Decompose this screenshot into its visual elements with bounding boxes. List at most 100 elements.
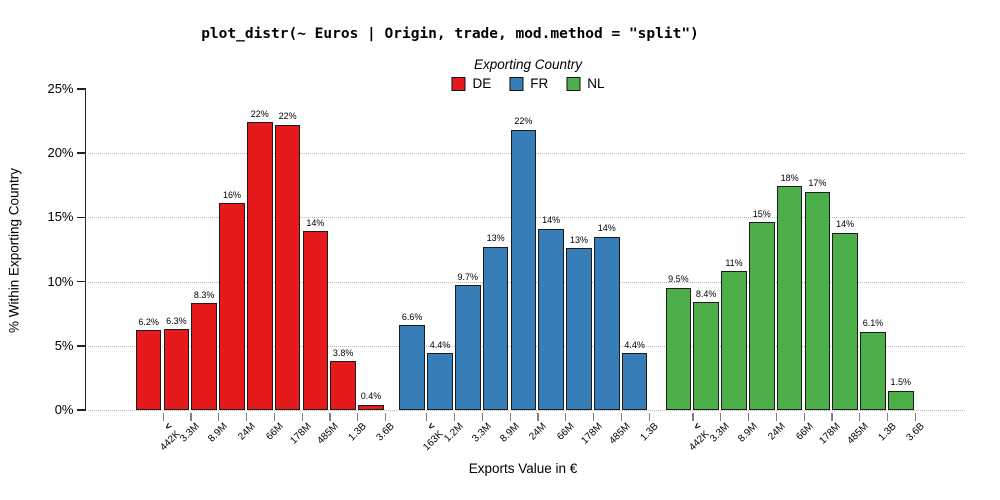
bar-value-label-NL-7: 14% bbox=[836, 219, 855, 230]
x-axis-tick-DE-4 bbox=[245, 413, 248, 421]
bar-NL-6 bbox=[804, 191, 831, 410]
legend-item-DE: DE bbox=[451, 76, 491, 91]
x-axis-tick-FR-7 bbox=[592, 413, 595, 421]
less-than-symbol: < bbox=[425, 421, 438, 433]
bar-NL-2 bbox=[693, 302, 720, 410]
bar-value-label-NL-1: 9.5% bbox=[668, 274, 689, 285]
bar-FR-4 bbox=[482, 246, 509, 410]
x-axis-tick-FR-9 bbox=[648, 413, 650, 421]
y-tick-label-0%: 0% bbox=[54, 402, 74, 417]
less-than-symbol: < bbox=[692, 421, 705, 433]
bar-DE-4 bbox=[219, 203, 245, 410]
y-axis-line bbox=[84, 87, 86, 411]
y-axis-tick-5% bbox=[76, 345, 85, 347]
bar-FR-7 bbox=[566, 248, 592, 410]
x-axis-tick-DE-9 bbox=[384, 413, 387, 421]
y-axis-tick-20% bbox=[76, 152, 85, 154]
bar-value-label-DE-2: 6.3% bbox=[166, 315, 187, 326]
bar-FR-5 bbox=[510, 129, 537, 410]
bar-DE-3 bbox=[191, 303, 218, 410]
bar-value-label-DE-1: 6.2% bbox=[138, 316, 159, 327]
x-axis-tick-NL-1 bbox=[692, 413, 694, 421]
bar-value-label-DE-8: 3.8% bbox=[332, 347, 354, 358]
bar-value-label-NL-9: 1.5% bbox=[890, 377, 912, 388]
legend-swatch-NL bbox=[566, 76, 581, 91]
x-axis-tick-FR-1 bbox=[426, 413, 428, 421]
bar-value-label-NL-3: 11% bbox=[725, 257, 743, 268]
x-axis-tick-DE-2 bbox=[190, 413, 192, 421]
bar-value-label-FR-5: 22% bbox=[514, 116, 533, 127]
bar-value-label-FR-7: 13% bbox=[569, 234, 588, 245]
gridline-0pct bbox=[88, 410, 965, 411]
bar-NL-1 bbox=[665, 287, 692, 410]
bar-value-label-DE-9: 0.4% bbox=[360, 391, 382, 402]
y-axis-tick-15% bbox=[76, 216, 85, 218]
x-axis-tick-DE-3 bbox=[218, 413, 220, 421]
y-axis-tick-10% bbox=[76, 280, 85, 283]
bar-NL-8 bbox=[860, 331, 886, 410]
x-axis-tick-FR-3 bbox=[481, 413, 484, 421]
x-axis-tick-FR-8 bbox=[620, 413, 623, 421]
x-axis-tick-DE-6 bbox=[301, 413, 303, 421]
bar-NL-3 bbox=[721, 271, 747, 410]
bar-DE-9 bbox=[358, 404, 384, 410]
legend-items: DE FR NL bbox=[451, 76, 605, 91]
bar-FR-6 bbox=[538, 228, 565, 410]
x-axis-tick-DE-7 bbox=[329, 413, 331, 421]
bar-value-label-FR-2: 4.4% bbox=[429, 339, 451, 350]
bar-value-label-FR-4: 13% bbox=[486, 233, 505, 244]
x-axis-tick-FR-6 bbox=[565, 413, 567, 421]
y-axis-title: % Within Exporting Country bbox=[6, 167, 22, 334]
legend-swatch-FR bbox=[509, 76, 524, 91]
less-than-symbol: < bbox=[162, 421, 175, 433]
legend-title: Exporting Country bbox=[473, 57, 583, 72]
x-axis-tick-NL-4 bbox=[775, 413, 778, 421]
bar-value-label-FR-9: 4.4% bbox=[624, 339, 645, 350]
bar-value-label-DE-6: 22% bbox=[278, 111, 297, 122]
bar-value-label-DE-5: 22% bbox=[250, 108, 269, 119]
y-tick-label-15%: 15% bbox=[47, 209, 74, 225]
x-axis-tick-NL-9 bbox=[914, 413, 917, 421]
y-tick-label-25%: 25% bbox=[47, 80, 74, 96]
bar-FR-8 bbox=[593, 236, 620, 410]
legend-label-DE: DE bbox=[472, 76, 492, 91]
x-axis-tick-NL-2 bbox=[720, 413, 722, 421]
bar-NL-4 bbox=[748, 222, 775, 410]
bar-value-label-FR-8: 14% bbox=[597, 223, 616, 234]
x-axis-tick-NL-3 bbox=[747, 413, 750, 421]
x-axis-tick-FR-5 bbox=[537, 413, 539, 421]
bar-value-label-FR-3: 9.7% bbox=[457, 271, 479, 282]
bar-value-label-DE-3: 8.3% bbox=[193, 289, 215, 300]
x-axis-title: Exports Value in € bbox=[468, 461, 578, 476]
x-axis-tick-FR-4 bbox=[509, 413, 511, 421]
bar-DE-5 bbox=[246, 122, 273, 410]
bar-FR-2 bbox=[427, 353, 453, 410]
bar-DE-1 bbox=[135, 330, 162, 410]
legend-item-NL: NL bbox=[566, 76, 605, 91]
bar-NL-9 bbox=[887, 390, 914, 410]
bar-value-label-FR-6: 14% bbox=[542, 215, 561, 226]
x-axis-tick-NL-6 bbox=[831, 413, 833, 421]
bar-value-label-DE-4: 16% bbox=[222, 189, 241, 200]
x-axis-tick-DE-8 bbox=[357, 413, 359, 421]
bar-value-label-NL-2: 8.4% bbox=[695, 288, 717, 299]
bar-DE-6 bbox=[274, 124, 301, 410]
bar-value-label-NL-8: 6.1% bbox=[862, 318, 884, 329]
bar-DE-2 bbox=[163, 329, 190, 410]
x-axis-tick-FR-2 bbox=[453, 413, 456, 421]
legend-swatch-DE bbox=[451, 76, 466, 91]
y-tick-label-20%: 20% bbox=[47, 145, 74, 160]
legend: Exporting Country DE FR NL bbox=[451, 57, 605, 91]
bar-value-label-NL-6: 17% bbox=[808, 178, 827, 189]
bar-FR-3 bbox=[454, 285, 481, 410]
bar-NL-7 bbox=[832, 232, 859, 410]
bar-value-label-NL-5: 18% bbox=[780, 172, 799, 183]
x-axis-tick-NL-7 bbox=[859, 413, 861, 421]
x-axis-tick-DE-1 bbox=[162, 413, 164, 421]
bar-value-label-DE-7: 14% bbox=[306, 217, 325, 228]
bar-FR-9 bbox=[621, 353, 648, 410]
legend-item-FR: FR bbox=[509, 76, 548, 91]
x-axis-tick-NL-8 bbox=[886, 413, 889, 421]
y-tick-label-10%: 10% bbox=[47, 273, 74, 289]
